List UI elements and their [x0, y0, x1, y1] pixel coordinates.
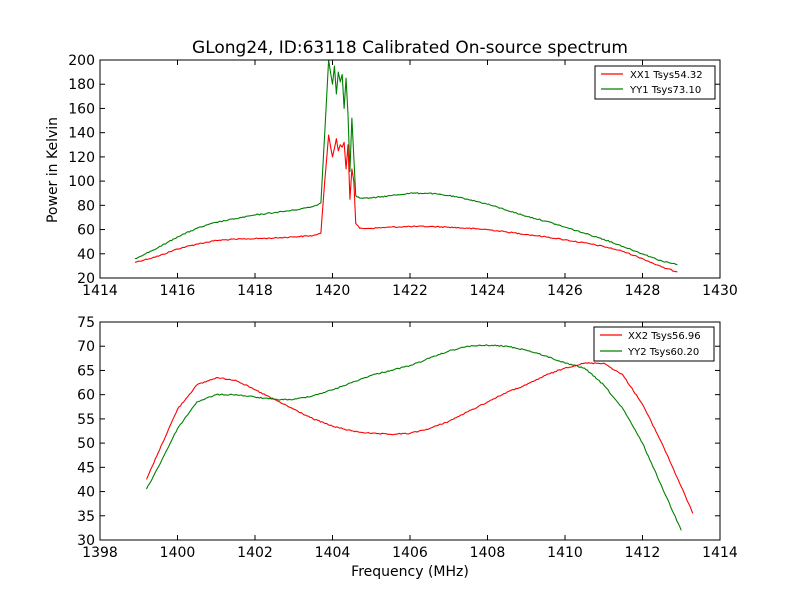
- bottom-legend-box: [593, 326, 715, 362]
- bottom-series-yy2-line: [145, 344, 682, 531]
- top-series-xx1-line: [134, 134, 678, 273]
- bottom-x-tick-label: 1406: [392, 545, 428, 561]
- bottom-y-tick-label: 40: [77, 485, 95, 501]
- top-legend-box: [594, 65, 716, 100]
- top-y-tick-label: 160: [68, 101, 95, 117]
- top-chart: GLong24, ID:63118 Calibrated On-source s…: [45, 38, 738, 299]
- bottom-y-tick-label: 55: [77, 412, 95, 428]
- bottom-x-tick-label: 1408: [470, 545, 506, 561]
- top-x-tick-label: 1424: [470, 283, 506, 299]
- bottom-legend-label-xx2: XX2 Tsys56.96: [628, 331, 701, 342]
- bottom-y-tick-label: 35: [77, 509, 95, 525]
- top-y-tick-label: 60: [77, 223, 95, 239]
- top-x-tick-label: 1414: [82, 283, 118, 299]
- top-y-tick-label: 100: [68, 174, 95, 190]
- top-y-tick-label: 200: [68, 53, 95, 69]
- top-y-tick-label: 140: [68, 126, 95, 142]
- bottom-axes-frame: [99, 321, 721, 541]
- top-x-tick-label: 1426: [547, 283, 583, 299]
- bottom-x-tick-label: 1400: [160, 545, 196, 561]
- top-x-tick-label: 1420: [315, 283, 351, 299]
- bottom-chart: Frequency (MHz) 1398 1400 1402 1404 1406 1408…: [77, 315, 738, 580]
- top-y-tick-label: 120: [68, 150, 95, 166]
- top-x-tick-label: 1418: [237, 283, 273, 299]
- bottom-x-tick-label: 1414: [702, 545, 738, 561]
- bottom-y-tick-label: 70: [77, 339, 95, 355]
- bottom-y-tick-label: 75: [77, 315, 95, 331]
- bottom-legend-label-yy2: YY2 Tsys60.20: [627, 347, 699, 358]
- bottom-x-tick-label: 1410: [547, 545, 583, 561]
- top-plot-area: 1414 1416 1418 1420 1422 1424 1426 1428 1430 20 40…: [68, 53, 738, 299]
- top-x-tick-label: 1422: [392, 283, 428, 299]
- top-x-tick-label: 1430: [702, 283, 738, 299]
- chart-title: GLong24, ID:63118 Calibrated On-source s…: [192, 38, 628, 58]
- bottom-plot-area: 1398 1400 1402 1404 1406 1408 1410 1412 1414 30 35…: [77, 315, 738, 561]
- bottom-x-tick-label: 1404: [315, 545, 351, 561]
- bottom-legend: XX2 Tsys56.96 YY2 Tsys60.20: [593, 326, 715, 362]
- bottom-y-tick-label: 65: [77, 363, 95, 379]
- bottom-x-tick-label: 1398: [82, 545, 118, 561]
- bottom-x-axis-label: Frequency (MHz): [351, 564, 469, 580]
- top-y-tick-label: 80: [77, 198, 95, 214]
- bottom-y-tick-label: 30: [77, 533, 95, 549]
- top-x-tick-label: 1416: [160, 283, 196, 299]
- bottom-x-tick-label: 1412: [625, 545, 661, 561]
- top-y-axis-label: Power in Kelvin: [45, 117, 61, 223]
- top-axes-frame: [99, 59, 721, 279]
- top-series-yy1-line: [134, 59, 678, 266]
- top-y-tick-label: 180: [68, 77, 95, 93]
- top-legend-label-yy1: YY1 Tsys73.10: [629, 85, 701, 96]
- top-legend-label-xx1: XX1 Tsys54.32: [630, 70, 703, 81]
- top-y-tick-label: 20: [77, 271, 95, 287]
- bottom-y-tick-label: 45: [77, 460, 95, 476]
- top-y-tick-label: 40: [77, 247, 95, 263]
- bottom-series-xx2-line: [145, 362, 694, 514]
- bottom-y-tick-label: 50: [77, 436, 95, 452]
- bottom-y-tick-label: 60: [77, 388, 95, 404]
- bottom-x-tick-label: 1402: [237, 545, 273, 561]
- top-x-tick-label: 1428: [625, 283, 661, 299]
- top-legend: XX1 Tsys54.32 YY1 Tsys73.10: [594, 65, 716, 100]
